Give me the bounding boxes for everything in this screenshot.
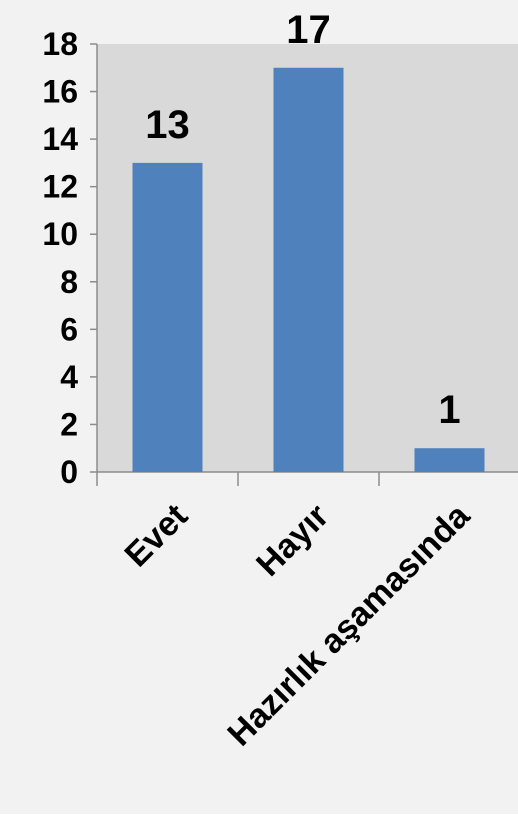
y-axis: 0 2 4 6 8 10 12 14 16 18 <box>42 26 98 490</box>
bar-2 <box>273 67 344 473</box>
y-tick-label: 12 <box>42 169 78 205</box>
y-tick-label: 18 <box>42 26 78 62</box>
data-label: 13 <box>145 103 190 147</box>
y-tick-label: 4 <box>60 359 78 395</box>
data-label: 1 <box>438 388 460 432</box>
y-tick-label: 8 <box>60 264 78 300</box>
bar-1 <box>132 162 203 472</box>
y-tick-label: 16 <box>42 74 78 110</box>
y-tick-label: 6 <box>60 311 78 347</box>
y-tick-label: 10 <box>42 216 78 252</box>
y-tick-label: 14 <box>42 121 78 157</box>
bar-series <box>132 67 485 473</box>
y-tick-label: 2 <box>60 406 78 442</box>
data-labels: 13 17 1 <box>145 8 460 432</box>
data-label: 17 <box>286 8 331 52</box>
bar-3 <box>414 448 485 472</box>
y-tick-label: 0 <box>60 454 78 490</box>
